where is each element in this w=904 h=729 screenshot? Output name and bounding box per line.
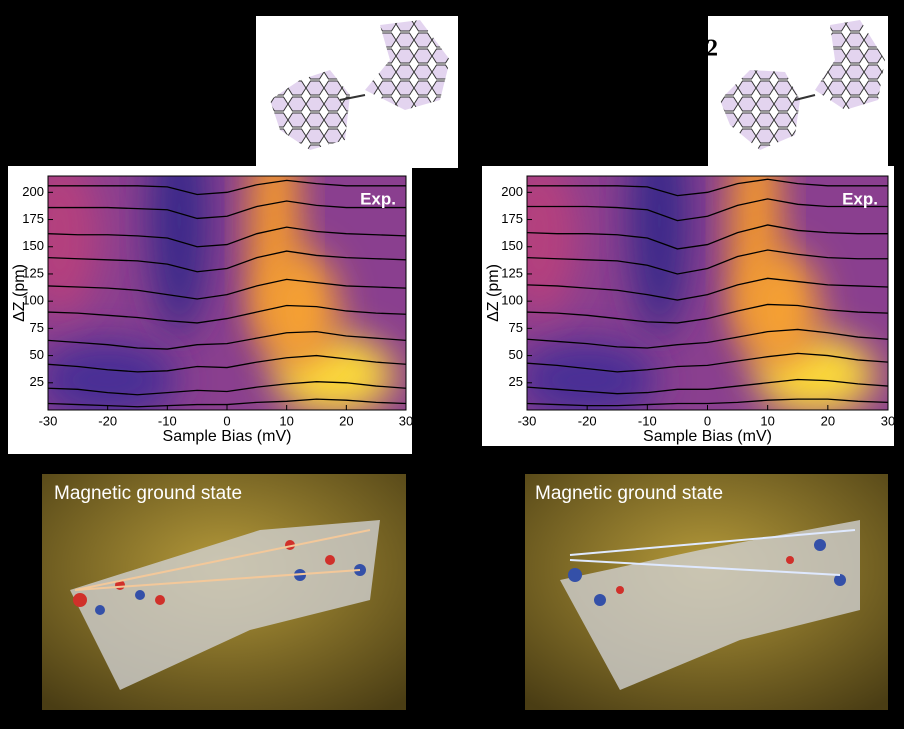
spectrum-line <box>527 224 888 250</box>
x-tick-label: -20 <box>98 413 117 428</box>
heatmap-blob <box>629 176 690 336</box>
spectrum-line <box>527 328 888 349</box>
y-tick-label: 150 <box>22 238 44 253</box>
spectrum-line <box>527 178 888 197</box>
spectrum-line <box>527 303 888 324</box>
spectrum-line <box>527 352 888 373</box>
y-axis-label: ΔZ (pm) <box>11 264 28 322</box>
x-tick-label: 0 <box>704 413 711 428</box>
spectrum-line <box>48 381 406 396</box>
spectrum-line <box>48 278 406 300</box>
spin-render: Magnetic ground state <box>42 474 406 710</box>
y-tick-label: 25 <box>509 374 523 389</box>
y-tick-label: 75 <box>509 320 523 335</box>
y-tick-label: 175 <box>501 211 523 226</box>
chart-title: Exp. <box>842 189 878 208</box>
x-axis-label: Sample Bias (mV) <box>643 428 772 445</box>
y-tick-label: 75 <box>30 320 44 335</box>
y-tick-label: 125 <box>22 265 44 280</box>
spectrum-line <box>527 277 888 301</box>
y-tick-label: 175 <box>22 211 44 226</box>
y-tick-label: 200 <box>501 184 523 199</box>
y-tick-label: 25 <box>30 374 44 389</box>
y-tick-label: 200 <box>22 184 44 199</box>
y-tick-label: 50 <box>30 347 44 362</box>
chart: -30 -20 -10 0 10 20 30 25 50 75 100 125 150 175 200 Exp… <box>8 166 413 454</box>
y-tick-label: 100 <box>22 293 44 308</box>
x-tick-label: -30 <box>518 413 537 428</box>
chart: -30 -20 -10 0 10 20 30 25 50 75 100 125 150 175 200 Exp… <box>482 166 895 446</box>
spectrum-line <box>48 226 406 248</box>
y-tick-label: 100 <box>501 293 523 308</box>
x-tick-label: 20 <box>339 413 353 428</box>
x-tick-label: -10 <box>638 413 657 428</box>
chart-title: Exp. <box>360 189 396 208</box>
heatmap-blob <box>149 176 210 336</box>
heatmap-blob <box>527 340 658 410</box>
spectrum-line <box>527 249 888 275</box>
panel-caption: Magnetic ground state <box>535 483 723 504</box>
x-tick-label: -30 <box>39 413 58 428</box>
spectrum-line <box>48 304 406 324</box>
x-axis-label: Sample Bias (mV) <box>163 428 292 445</box>
spectrum-line <box>48 250 406 273</box>
spectrum-line <box>527 198 888 222</box>
heatmap-blob <box>258 250 339 370</box>
x-tick-label: 0 <box>223 413 230 428</box>
x-tick-label: 10 <box>279 413 293 428</box>
molecule-diagram <box>256 16 458 168</box>
molecule-diagram <box>708 16 888 168</box>
y-tick-label: 50 <box>509 347 523 362</box>
x-tick-label: 10 <box>760 413 774 428</box>
fragment-label: 2 <box>706 36 718 62</box>
spectrum-line <box>48 354 406 373</box>
panel-caption: Magnetic ground state <box>54 483 242 504</box>
x-tick-label: 20 <box>821 413 835 428</box>
spectrum-line <box>48 200 406 220</box>
heatmap <box>527 176 888 410</box>
x-tick-label: -10 <box>158 413 177 428</box>
y-tick-label: 150 <box>501 238 523 253</box>
spectrum-line <box>48 179 406 196</box>
x-tick-label: 30 <box>881 413 895 428</box>
spectrum-line <box>48 330 406 350</box>
spectrum-line <box>527 378 888 395</box>
y-axis-label: ΔZ (pm) <box>485 264 502 322</box>
heatmap-blob <box>527 176 580 316</box>
heatmap <box>48 176 406 410</box>
heatmap-blob <box>48 340 178 410</box>
x-tick-label: -20 <box>578 413 597 428</box>
x-tick-label: 30 <box>399 413 413 428</box>
y-tick-label: 125 <box>501 265 523 280</box>
heatmap-blob <box>739 250 820 370</box>
heatmap-blob <box>48 176 100 316</box>
spin-render: Magnetic ground state <box>525 474 888 710</box>
